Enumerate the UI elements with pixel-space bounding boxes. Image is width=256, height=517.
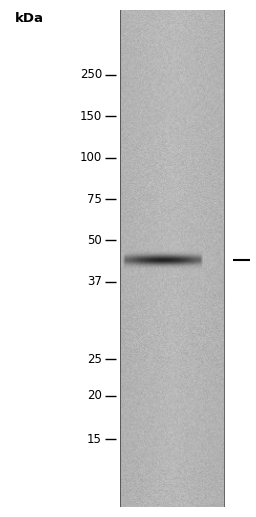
Text: 37: 37	[87, 275, 102, 288]
Text: 15: 15	[87, 433, 102, 446]
Text: 50: 50	[87, 234, 102, 247]
Text: 150: 150	[80, 110, 102, 123]
Text: 20: 20	[87, 389, 102, 402]
Text: 25: 25	[87, 353, 102, 366]
Text: 100: 100	[80, 151, 102, 164]
Text: 250: 250	[80, 68, 102, 82]
Text: 75: 75	[87, 192, 102, 206]
Text: kDa: kDa	[15, 11, 44, 25]
